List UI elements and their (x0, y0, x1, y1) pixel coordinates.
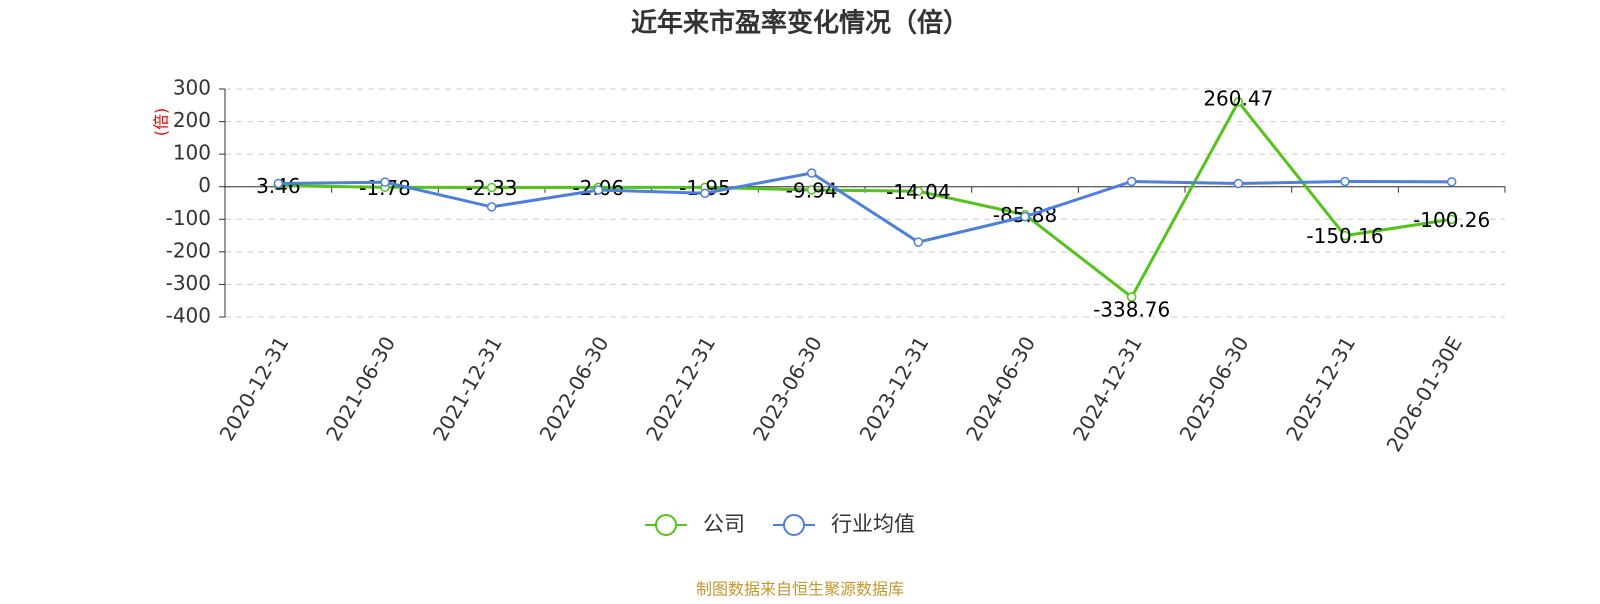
x-tick-label: 2025-06-30 (1175, 332, 1254, 445)
x-tick-label: 2022-12-31 (641, 332, 720, 445)
point (1340, 176, 1350, 187)
y-tick-label: 200 (173, 108, 211, 132)
legend-label: 公司 (703, 512, 745, 536)
legend-marker (783, 514, 805, 536)
y-tick-label: 0 (198, 173, 211, 197)
x-tick-label: 2020-12-31 (215, 332, 294, 445)
point (913, 186, 924, 197)
y-tick-label: 300 (173, 76, 211, 100)
legend-label: 行业均值 (831, 512, 915, 536)
point (700, 188, 710, 198)
y-tick-label: 100 (173, 141, 211, 165)
x-tick-label: 2023-06-30 (748, 332, 827, 445)
y-axis-label: (倍) (152, 108, 171, 137)
point (1020, 211, 1030, 222)
x-tick-label: 2024-12-31 (1068, 332, 1147, 445)
y-tick-label: -400 (166, 304, 211, 328)
value-label: -14.04 (886, 180, 950, 204)
point (593, 185, 604, 195)
y-tick-label: -200 (166, 238, 211, 262)
chart-title: 近年来市盈率变化情况（倍） (631, 8, 969, 39)
value-label: -338.76 (1093, 298, 1170, 322)
point (806, 168, 817, 178)
x-tick-label: 2021-06-30 (321, 332, 400, 445)
point (486, 202, 497, 212)
value-label: -9.94 (786, 178, 838, 202)
y-tick-label: -300 (166, 271, 211, 295)
source-note: 制图数据来自恒生聚源数据库 (696, 580, 904, 599)
series-line (278, 171, 1452, 244)
x-tick-label: 2021-12-31 (428, 332, 507, 445)
point (1233, 97, 1244, 107)
value-label: -2.33 (466, 176, 518, 200)
point (1233, 178, 1244, 189)
point (380, 177, 390, 187)
x-tick-label: 2022-06-30 (535, 332, 614, 445)
point (1126, 176, 1137, 187)
y-tick-label: -100 (166, 206, 211, 230)
series-line (278, 99, 1452, 300)
value-label: 260.47 (1203, 86, 1273, 110)
point (913, 237, 924, 247)
point (1340, 230, 1350, 241)
point (1446, 214, 1457, 225)
point (1446, 177, 1457, 187)
value-label: -100.26 (1413, 208, 1490, 232)
point (806, 185, 817, 195)
x-tick-label: 2026-01-30E (1382, 332, 1467, 456)
x-tick-label: 2024-06-30 (961, 332, 1040, 445)
point (273, 178, 284, 189)
x-tick-label: 2023-12-31 (855, 332, 934, 445)
x-tick-label: 2025-12-31 (1281, 332, 1360, 445)
point (1126, 292, 1137, 302)
value-label: -150.16 (1306, 224, 1383, 248)
point (486, 182, 497, 193)
legend-marker (655, 514, 677, 536)
